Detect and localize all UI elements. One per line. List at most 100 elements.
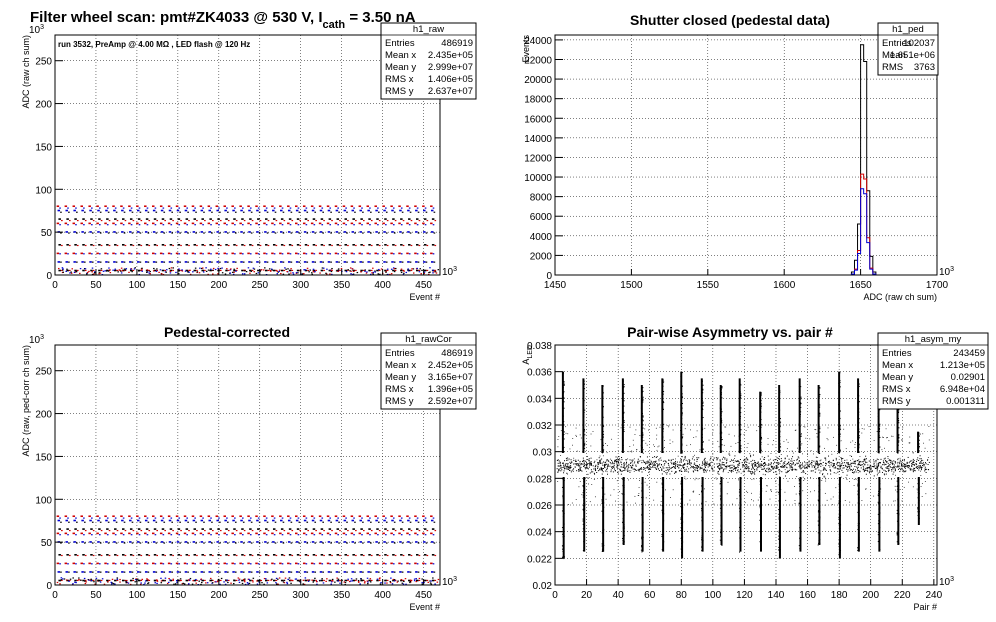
data-point (139, 521, 142, 523)
data-point (663, 467, 665, 469)
data-point (105, 231, 108, 233)
data-point (146, 534, 149, 536)
data-point (374, 515, 377, 518)
data-point (326, 268, 328, 270)
data-point (563, 383, 565, 385)
data-point (322, 571, 324, 573)
data-point (392, 578, 395, 581)
data-point (870, 466, 872, 468)
data-point (564, 468, 565, 470)
stats-row-label: Mean x (385, 50, 416, 61)
data-point (682, 460, 684, 462)
data-point (280, 272, 282, 275)
data-point (56, 252, 60, 255)
data-point (139, 571, 142, 573)
data-point (322, 232, 324, 234)
data-point (860, 467, 862, 469)
data-point (327, 519, 331, 522)
y-tick-label: 100 (35, 495, 52, 506)
data-point (350, 532, 354, 535)
data-point (808, 465, 810, 467)
data-point (671, 467, 673, 469)
data-point (683, 459, 685, 461)
data-point (617, 471, 619, 473)
data-point (273, 207, 276, 209)
data-point (390, 252, 393, 255)
data-point (288, 528, 292, 530)
data-point (251, 554, 254, 557)
data-point (362, 211, 364, 213)
data-point (84, 268, 87, 270)
data-point (580, 464, 582, 466)
data-point (393, 211, 396, 213)
data-point (804, 478, 806, 480)
data-point (864, 458, 866, 460)
data-point (898, 465, 900, 467)
data-point (274, 261, 277, 263)
data-point (152, 261, 156, 263)
data-point (630, 470, 632, 472)
data-point (913, 467, 915, 469)
data-point (409, 581, 411, 584)
data-point (201, 218, 204, 220)
data-point (736, 498, 738, 500)
data-point (261, 582, 263, 584)
data-point (604, 466, 606, 468)
data-point (121, 261, 124, 263)
data-point (759, 458, 761, 460)
data-point (255, 532, 258, 535)
data-point (783, 440, 785, 442)
data-point (907, 456, 909, 458)
data-point (706, 464, 708, 466)
data-point (351, 261, 355, 263)
data-point (112, 205, 115, 208)
data-point (805, 473, 807, 475)
data-point (353, 207, 355, 209)
data-point (615, 460, 617, 462)
data-point (738, 465, 740, 467)
data-point (320, 269, 324, 272)
data-point (602, 406, 604, 408)
data-point (130, 224, 133, 226)
data-point (229, 269, 232, 271)
data-point (166, 269, 168, 271)
data-point (899, 488, 901, 490)
data-point (667, 467, 669, 469)
data-point (136, 541, 140, 543)
data-point (136, 532, 139, 535)
data-point (168, 519, 172, 522)
x-axis-label: Event # (409, 602, 440, 612)
data-point (259, 529, 262, 532)
data-point (297, 517, 300, 519)
data-point (767, 438, 769, 439)
data-point (754, 464, 756, 466)
data-point (152, 270, 155, 272)
data-point (201, 267, 203, 270)
data-point (378, 244, 381, 247)
data-point (885, 471, 887, 473)
data-point (883, 462, 885, 464)
data-point (751, 471, 753, 472)
data-point (672, 466, 674, 468)
data-point (158, 271, 160, 274)
data-point (207, 252, 211, 255)
data-point (623, 405, 625, 407)
data-point (729, 465, 731, 467)
data-point (753, 472, 755, 474)
data-point (199, 252, 203, 255)
data-point (240, 571, 243, 573)
data-point (855, 471, 857, 473)
data-point (271, 532, 274, 535)
data-point (128, 252, 131, 255)
data-point (650, 467, 652, 469)
data-point (196, 219, 198, 222)
data-point (61, 529, 63, 532)
data-point (311, 261, 315, 263)
data-point (169, 554, 173, 556)
data-point (603, 467, 605, 469)
data-point (401, 542, 404, 544)
data-point (247, 583, 250, 585)
data-point (643, 449, 644, 451)
data-point (568, 458, 570, 460)
data-point (882, 460, 884, 462)
